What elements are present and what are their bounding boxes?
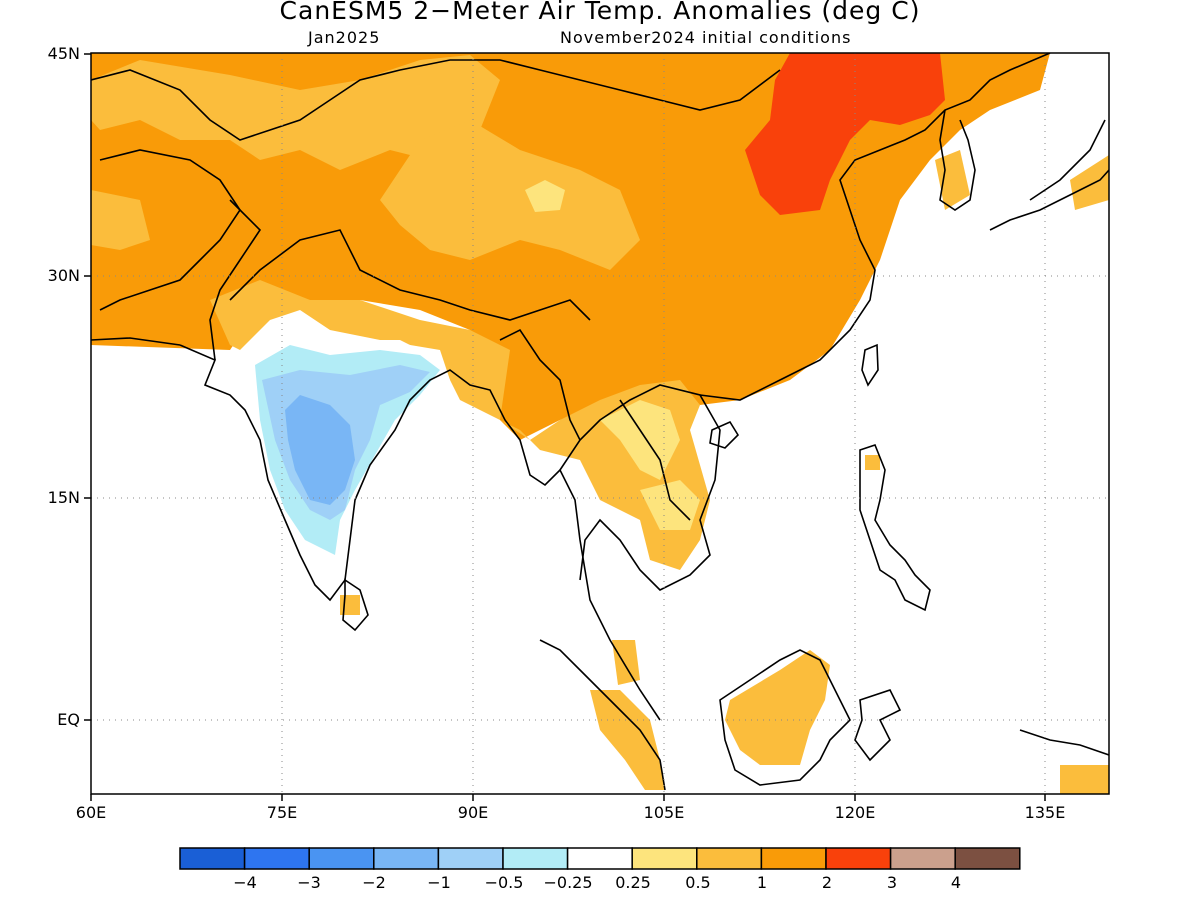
colorbar-label: 4 (950, 873, 962, 892)
colorbar-swatch (954, 847, 1021, 870)
border-pakistan-india (209, 199, 262, 361)
colorbar-label: 0.5 (685, 873, 711, 892)
lon-label-135e: 135E (1024, 803, 1066, 822)
colorbar-swatch (502, 847, 569, 870)
coastline-sumatra (539, 639, 666, 791)
border-indochina-inner (619, 399, 691, 521)
colorbar-label: 2 (821, 873, 833, 892)
lat-label-45n: 45N (47, 44, 80, 63)
coastline-arabia-pakistan (91, 337, 181, 346)
border-himalaya (229, 229, 591, 321)
lon-label-60e: 60E (75, 803, 107, 822)
colorbar-label: −3 (297, 873, 321, 892)
forecast-month: Jan2025 (308, 28, 381, 47)
colorbar-swatch (308, 847, 375, 870)
coastline-china-east (699, 53, 1051, 401)
border-myanmar (499, 328, 581, 441)
anomaly-field (91, 53, 1109, 794)
colorbar-label: 3 (886, 873, 898, 892)
initial-conditions: November2024 initial conditions (560, 28, 852, 47)
map-frame (90, 52, 1110, 795)
coastline-japan (989, 119, 1109, 231)
border-central-asia (91, 59, 781, 141)
colorbar-label: −2 (362, 873, 386, 892)
anomaly-region-light-orange (380, 120, 640, 270)
colorbar-label: −4 (233, 873, 257, 892)
lon-label-75e: 75E (266, 803, 298, 822)
anomaly-region-red (745, 53, 945, 215)
colorbar-label: −1 (427, 873, 451, 892)
colorbar-swatch (243, 847, 310, 870)
anomaly-region-light-orange (725, 650, 830, 765)
colorbar-swatch (889, 847, 956, 870)
anomaly-region-blue (285, 395, 355, 505)
lat-label-15n: 15N (47, 488, 80, 507)
colorbar-swatch (437, 847, 504, 870)
colorbar-swatch (760, 847, 827, 870)
anomaly-region-yellow (640, 480, 700, 530)
colorbar-label: −0.5 (484, 873, 524, 892)
colorbar-swatch (179, 847, 246, 870)
anomaly-region-light-orange (91, 55, 500, 170)
colorbar-label: −0.25 (543, 873, 593, 892)
colorbar-swatch (566, 847, 633, 870)
anomaly-region-yellow (525, 180, 565, 212)
coastline-borneo (719, 649, 851, 786)
anomaly-region-light-orange (1070, 155, 1109, 210)
colorbar-swatch (373, 847, 440, 870)
lon-label-105e: 105E (643, 803, 685, 822)
anomaly-region-light-orange (590, 690, 665, 790)
lon-label-90e: 90E (457, 803, 489, 822)
colorbar (179, 847, 1021, 870)
coastline-korea (939, 109, 976, 211)
anomaly-region-light-orange (865, 455, 880, 470)
axis-ticks (84, 53, 1046, 801)
colorbar-swatch (631, 847, 698, 870)
colorbar-label: 1 (756, 873, 768, 892)
coastlines (91, 53, 1109, 791)
coastline-philippines (859, 444, 931, 612)
colorbar-swatch (696, 847, 763, 870)
coastline-new-guinea (1019, 729, 1109, 756)
colorbar-swatch (825, 847, 892, 870)
coastline-taiwan (861, 343, 879, 387)
lon-label-120e: 120E (834, 803, 876, 822)
anomaly-region-light-orange (1060, 765, 1109, 794)
coastline-sri-lanka (342, 578, 369, 632)
coastline-hainan (709, 420, 740, 449)
coastline-sulawesi (854, 689, 902, 762)
lat-label-eq: EQ (57, 710, 80, 729)
coastline-india (179, 344, 661, 721)
colorbar-label: 0.25 (615, 873, 651, 892)
anomaly-region-light-orange (91, 190, 150, 250)
coastline-indochina (559, 384, 721, 591)
lat-label-30n: 30N (47, 266, 80, 285)
map-title: CanESM5 2−Meter Air Temp. Anomalies (deg… (279, 0, 921, 25)
anomaly-region-light-orange (612, 640, 640, 685)
border-afghanistan (99, 149, 241, 311)
